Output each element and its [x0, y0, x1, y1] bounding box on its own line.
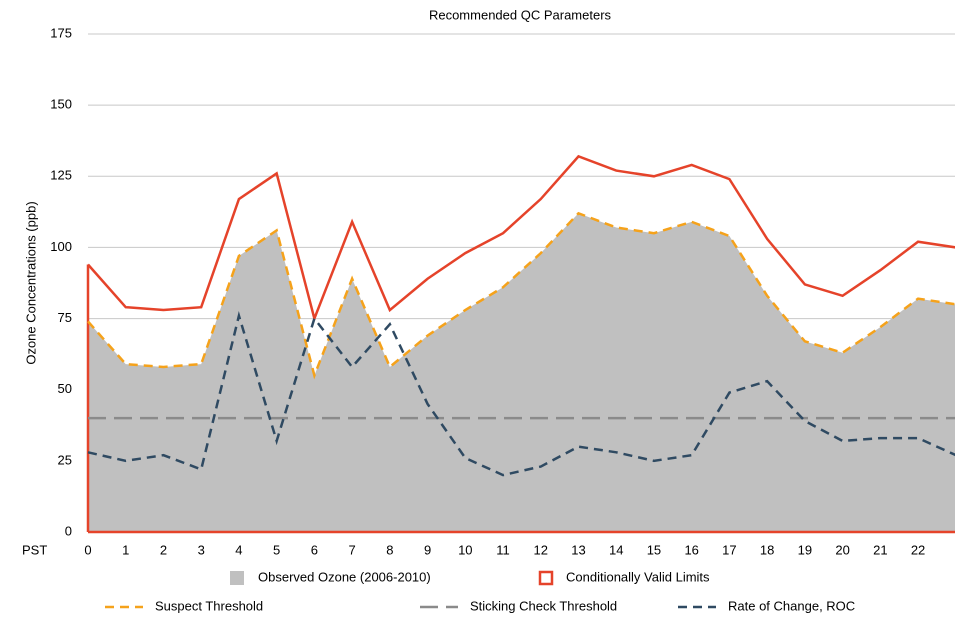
x-tick-label: 4	[235, 542, 242, 557]
y-tick-label: 175	[50, 25, 72, 40]
x-tick-label: 0	[84, 542, 91, 557]
x-tick-label: 18	[760, 542, 774, 557]
y-axis-label: Ozone Concentrations (ppb)	[23, 201, 38, 364]
y-tick-label: 50	[58, 381, 72, 396]
x-tick-label: 21	[873, 542, 887, 557]
legend-label: Suspect Threshold	[155, 598, 263, 613]
y-tick-label: 125	[50, 168, 72, 183]
series-line	[87, 154, 955, 323]
x-tick-label: 7	[348, 542, 355, 557]
x-tick-label: 10	[458, 542, 472, 557]
legend-label: Sticking Check Threshold	[470, 598, 617, 613]
y-tick-label: 0	[65, 523, 72, 538]
x-axis-label: PST	[22, 542, 47, 557]
chart-title: Recommended QC Parameters	[429, 7, 612, 22]
legend-swatch	[538, 570, 554, 586]
x-tick-label: 17	[722, 542, 736, 557]
y-tick-label: 75	[58, 310, 72, 325]
x-tick-label: 15	[647, 542, 661, 557]
x-tick-label: 14	[609, 542, 623, 557]
x-tick-label: 19	[798, 542, 812, 557]
y-tick-label: 150	[50, 97, 72, 112]
x-tick-label: 20	[835, 542, 849, 557]
legend-label: Conditionally Valid Limits	[566, 569, 710, 584]
x-tick-label: 8	[386, 542, 393, 557]
x-tick-label: 3	[198, 542, 205, 557]
x-tick-label: 16	[684, 542, 698, 557]
x-tick-label: 12	[534, 542, 548, 557]
legend-label: Observed Ozone (2006-2010)	[258, 569, 431, 584]
area	[88, 213, 955, 532]
x-tick-label: 11	[496, 542, 510, 557]
y-tick-label: 100	[50, 239, 72, 254]
x-tick-label: 13	[571, 542, 585, 557]
series-line	[87, 310, 955, 477]
legend-swatch	[230, 571, 244, 585]
series-line	[87, 211, 955, 380]
x-tick-label: 9	[424, 542, 431, 557]
x-tick-label: 1	[122, 542, 129, 557]
x-tick-label: 2	[160, 542, 167, 557]
legend-label: Rate of Change, ROC	[728, 598, 855, 613]
x-tick-label: 6	[311, 542, 318, 557]
y-tick-label: 25	[58, 452, 72, 467]
x-tick-label: 5	[273, 542, 280, 557]
x-tick-label: 22	[911, 542, 925, 557]
